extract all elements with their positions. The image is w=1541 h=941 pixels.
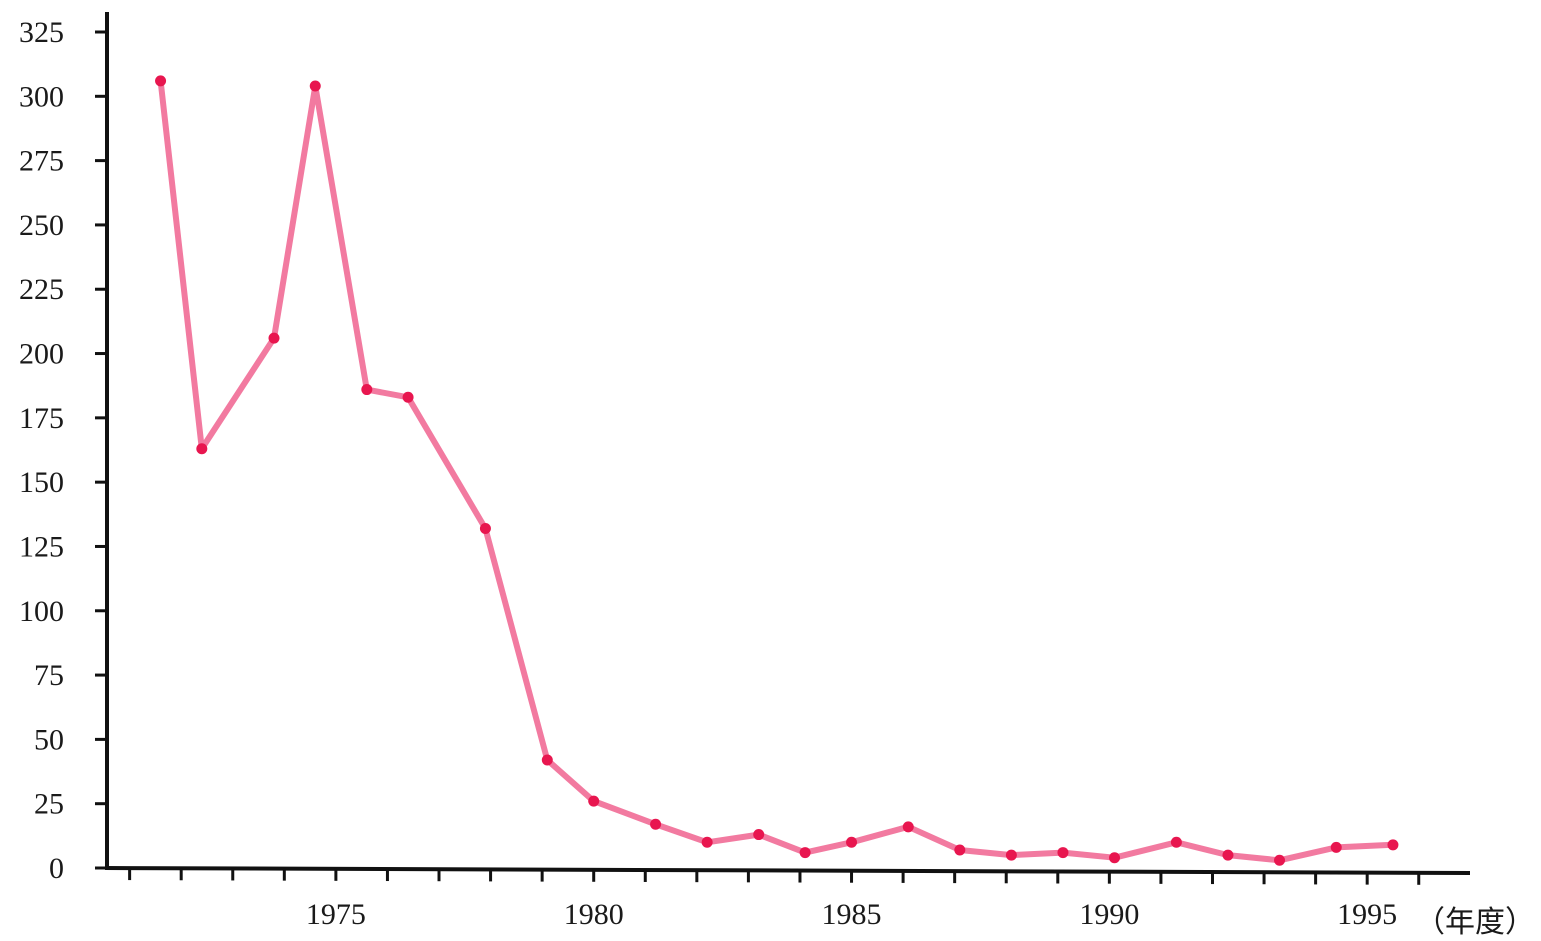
x-tick-label: 1985 bbox=[822, 898, 882, 931]
data-point bbox=[155, 75, 167, 87]
data-point bbox=[309, 80, 321, 92]
x-axis-unit-label: （年度） bbox=[1415, 905, 1535, 940]
data-point bbox=[954, 844, 966, 856]
y-tick-label: 250 bbox=[19, 209, 64, 242]
y-tick-label: 125 bbox=[19, 530, 64, 563]
x-tick-label: 1980 bbox=[564, 898, 624, 931]
y-tick-label: 325 bbox=[19, 16, 64, 49]
y-axis-ticks: 0 25 50 75 100 125 150 175 200 225 250 275 300 325 bbox=[19, 16, 107, 885]
data-point bbox=[902, 821, 914, 833]
y-tick-label: 225 bbox=[19, 273, 64, 306]
data-point bbox=[1109, 852, 1121, 864]
y-tick-label: 200 bbox=[19, 338, 64, 371]
y-tick-label: 0 bbox=[49, 852, 64, 885]
data-point bbox=[846, 836, 858, 848]
x-axis-ticks: 1975 1980 1985 1990 1995 bbox=[128, 868, 1421, 931]
data-point bbox=[1274, 854, 1286, 866]
y-tick-label: 300 bbox=[19, 80, 64, 113]
x-axis-line bbox=[104, 866, 1471, 875]
data-point bbox=[1222, 849, 1234, 861]
data-point bbox=[361, 384, 373, 396]
y-tick-label: 25 bbox=[34, 788, 64, 821]
plot-area bbox=[155, 75, 1399, 866]
y-tick-label: 100 bbox=[19, 595, 64, 628]
data-point bbox=[402, 391, 414, 403]
y-tick-label: 150 bbox=[19, 466, 64, 499]
data-point bbox=[541, 754, 553, 766]
x-tick-label: 1990 bbox=[1079, 898, 1139, 931]
data-point bbox=[701, 836, 713, 848]
data-point bbox=[1005, 849, 1017, 861]
data-point bbox=[588, 795, 600, 807]
y-tick-label: 275 bbox=[19, 145, 64, 178]
data-point bbox=[1330, 841, 1342, 853]
series-line bbox=[157, 77, 1396, 864]
data-point bbox=[753, 829, 765, 841]
data-point bbox=[1387, 839, 1399, 851]
data-point bbox=[1057, 847, 1069, 859]
data-point bbox=[196, 443, 208, 455]
data-point bbox=[650, 818, 662, 830]
x-tick-label: 1975 bbox=[306, 898, 366, 931]
data-point bbox=[1170, 836, 1182, 848]
y-tick-label: 50 bbox=[34, 723, 64, 756]
axes bbox=[104, 12, 1471, 875]
x-tick-label: 1995 bbox=[1337, 898, 1397, 931]
data-point bbox=[479, 522, 491, 534]
data-point bbox=[268, 332, 280, 344]
data-point bbox=[799, 847, 811, 859]
y-tick-label: 75 bbox=[34, 659, 64, 692]
y-tick-label: 175 bbox=[19, 402, 64, 435]
